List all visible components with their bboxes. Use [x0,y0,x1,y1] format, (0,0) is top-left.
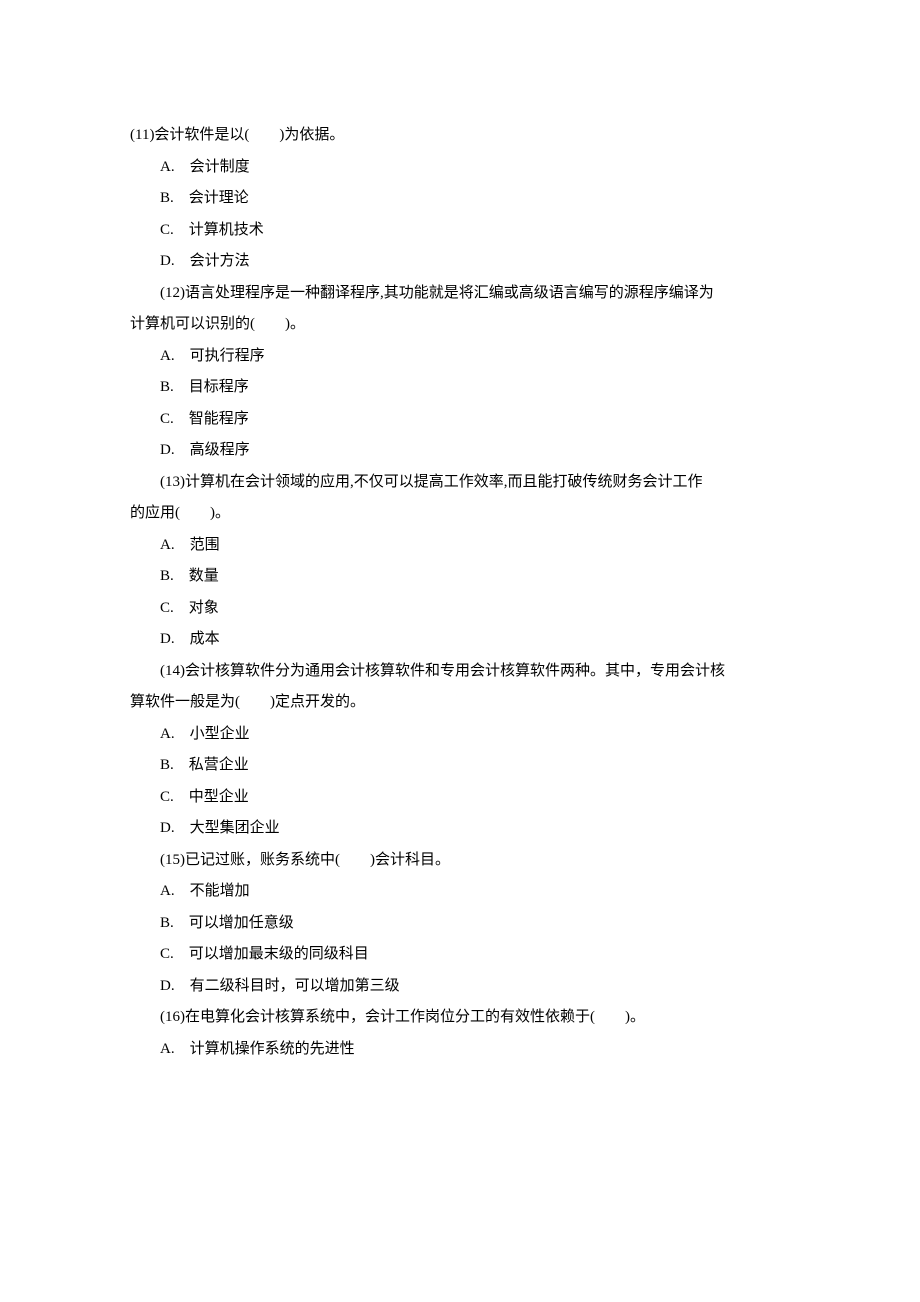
q13-option-d: D. 成本 [160,624,790,656]
q14-stem-line2: 算软件一般是为( )定点开发的。 [130,687,790,719]
q15-option-a: A. 不能增加 [160,876,790,908]
q12-stem-line1: (12)语言处理程序是一种翻译程序,其功能就是将汇编或高级语言编写的源程序编译为 [160,278,790,310]
q11-stem: (11)会计软件是以( )为依据。 [130,120,790,152]
q14-option-a: A. 小型企业 [160,719,790,751]
q14-option-b: B. 私营企业 [160,750,790,782]
q16-option-a: A. 计算机操作系统的先进性 [160,1034,790,1066]
q12-option-c: C. 智能程序 [160,404,790,436]
q12-option-b: B. 目标程序 [160,372,790,404]
q13-stem-line1: (13)计算机在会计领域的应用,不仅可以提高工作效率,而且能打破传统财务会计工作 [160,467,790,499]
q11-option-b: B. 会计理论 [160,183,790,215]
q13-stem-line2: 的应用( )。 [130,498,790,530]
q14-option-c: C. 中型企业 [160,782,790,814]
q15-option-d: D. 有二级科目时，可以增加第三级 [160,971,790,1003]
q16-stem: (16)在电算化会计核算系统中，会计工作岗位分工的有效性依赖于( )。 [160,1002,790,1034]
q13-option-c: C. 对象 [160,593,790,625]
q15-option-b: B. 可以增加任意级 [160,908,790,940]
q11-option-d: D. 会计方法 [160,246,790,278]
q15-option-c: C. 可以增加最末级的同级科目 [160,939,790,971]
q12-option-a: A. 可执行程序 [160,341,790,373]
q12-stem-line2: 计算机可以识别的( )。 [130,309,790,341]
q12-option-d: D. 高级程序 [160,435,790,467]
q13-option-a: A. 范围 [160,530,790,562]
q14-stem-line1: (14)会计核算软件分为通用会计核算软件和专用会计核算软件两种。其中，专用会计核 [160,656,790,688]
q11-option-c: C. 计算机技术 [160,215,790,247]
q15-stem: (15)已记过账，账务系统中( )会计科目。 [160,845,790,877]
q13-option-b: B. 数量 [160,561,790,593]
q11-option-a: A. 会计制度 [160,152,790,184]
q14-option-d: D. 大型集团企业 [160,813,790,845]
